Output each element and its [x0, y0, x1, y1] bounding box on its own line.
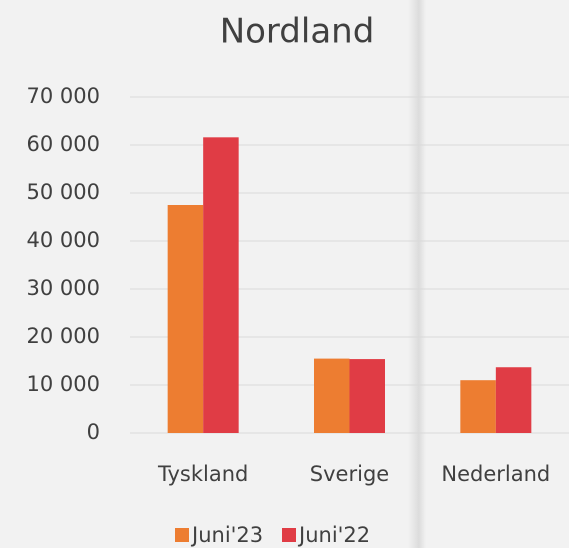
- x-tick-label: Nederland: [441, 462, 550, 486]
- y-tick-label: 0: [87, 420, 100, 444]
- bar: [495, 367, 532, 433]
- legend-swatch: [282, 528, 296, 542]
- legend-label: Juni'22: [297, 523, 370, 547]
- bar: [314, 358, 350, 433]
- bar: [460, 380, 496, 433]
- legend-swatch: [175, 528, 189, 542]
- y-tick-label: 10 000: [27, 372, 100, 396]
- bar: [167, 205, 204, 433]
- x-tick-label: Sverige: [310, 462, 389, 486]
- y-tick-label: 20 000: [27, 324, 100, 348]
- bar: [349, 359, 385, 433]
- page-fold: [408, 0, 426, 548]
- y-tick-label: 70 000: [27, 84, 100, 108]
- y-tick-label: 50 000: [27, 180, 100, 204]
- legend-label: Juni'23: [190, 523, 263, 547]
- bar: [203, 137, 239, 433]
- y-tick-label: 40 000: [27, 228, 100, 252]
- x-tick-label: Tyskland: [157, 462, 248, 486]
- chart-title: Nordland: [220, 12, 375, 52]
- y-tick-label: 60 000: [27, 132, 100, 156]
- y-tick-label: 30 000: [27, 276, 100, 300]
